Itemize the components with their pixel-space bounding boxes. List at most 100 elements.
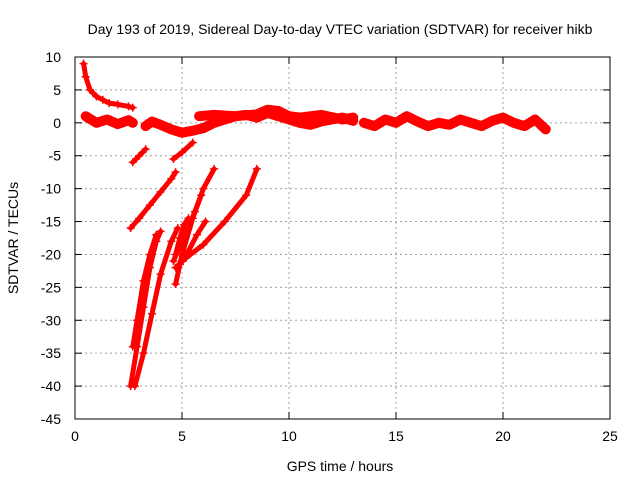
- y-tick-label: -15: [41, 214, 61, 230]
- y-tick-label: -5: [49, 148, 62, 164]
- data-point-marker: [370, 122, 379, 131]
- y-tick-labels: 10 5 0 -5 -10 -15 -20 -25 -30 -35 -40 -45: [41, 49, 61, 427]
- data-point-marker: [171, 263, 180, 272]
- data-point-marker: [156, 270, 165, 279]
- data-point-marker: [509, 118, 518, 127]
- data-point-marker: [210, 110, 219, 119]
- data-point-marker: [128, 158, 137, 167]
- y-tick-label: 0: [53, 115, 61, 131]
- y-tick-label: -25: [41, 279, 61, 295]
- data-point-marker: [381, 115, 390, 124]
- data-series: [79, 59, 551, 391]
- data-point-marker: [210, 118, 219, 127]
- data-point-marker: [178, 148, 186, 157]
- data-point-marker: [79, 59, 88, 68]
- data-point-marker: [199, 240, 208, 249]
- data-point-marker: [424, 122, 433, 131]
- data-point-marker: [175, 260, 184, 269]
- data-point-marker: [192, 230, 201, 239]
- data-point-marker: [349, 113, 358, 122]
- data-point-marker: [317, 110, 326, 119]
- series-path: [132, 225, 181, 389]
- data-point-marker: [81, 72, 90, 81]
- data-point-marker: [188, 138, 197, 147]
- data-point-marker: [98, 95, 107, 104]
- data-point-marker: [263, 105, 272, 114]
- data-point-marker: [130, 382, 139, 391]
- data-point-marker: [135, 151, 144, 160]
- data-point-marker: [199, 184, 208, 193]
- data-point-marker: [139, 349, 148, 358]
- series-arc-baseline-late: [358, 111, 551, 135]
- data-point-marker: [285, 112, 293, 121]
- data-point-marker: [124, 102, 133, 111]
- data-point-marker: [220, 217, 229, 226]
- y-tick-label: -10: [41, 181, 61, 197]
- data-point-marker: [195, 112, 204, 121]
- data-point-marker: [148, 309, 157, 318]
- series-path: [177, 219, 208, 267]
- y-tick-label: -45: [41, 411, 61, 427]
- data-point-marker: [180, 220, 189, 229]
- data-point-marker: [145, 201, 154, 210]
- y-tick-label: 10: [45, 49, 61, 65]
- y-tick-label: -20: [41, 246, 61, 262]
- data-point-marker: [139, 276, 148, 285]
- data-point-marker: [295, 113, 304, 122]
- data-point-marker: [169, 257, 178, 266]
- series-arc-rise-k: [175, 217, 210, 269]
- data-point-marker: [190, 207, 199, 216]
- data-point-marker: [167, 125, 176, 134]
- x-tick-label: 25: [602, 428, 618, 444]
- data-point-marker: [173, 224, 182, 233]
- x-tick-label: 20: [495, 428, 511, 444]
- series-path: [358, 111, 551, 135]
- data-point-marker: [184, 247, 193, 256]
- chart-title: Day 193 of 2019, Sidereal Day-to-day VTE…: [88, 21, 593, 37]
- data-point-marker: [531, 115, 540, 124]
- series-arc-rise-c: [126, 168, 180, 233]
- data-point-marker: [488, 116, 497, 125]
- data-point-marker: [178, 128, 186, 137]
- data-point-marker: [167, 237, 176, 246]
- data-point-marker: [199, 124, 208, 133]
- y-axis-label: SDTVAR / TECUs: [5, 182, 21, 294]
- series-arc-rise-f: [130, 224, 182, 391]
- data-point-marker: [128, 342, 137, 351]
- data-point-marker: [156, 187, 165, 196]
- data-point-marker: [85, 85, 94, 94]
- data-point-marker: [156, 227, 165, 236]
- data-point-marker: [499, 113, 507, 122]
- data-point-marker: [124, 116, 133, 125]
- series-arc-decay: [79, 59, 137, 112]
- data-point-marker: [466, 118, 475, 127]
- data-point-marker: [252, 110, 261, 119]
- x-axis-label: GPS time / hours: [287, 458, 394, 474]
- data-point-marker: [520, 122, 529, 131]
- plot-frame: [74, 56, 611, 420]
- data-point-marker: [105, 99, 114, 108]
- data-point-marker: [359, 118, 368, 127]
- data-point-marker: [128, 103, 137, 112]
- data-point-marker: [92, 92, 101, 101]
- series-path: [81, 61, 136, 111]
- series-arc-rise-a: [128, 145, 150, 167]
- data-point-marker: [152, 230, 161, 239]
- data-point-marker: [126, 224, 135, 233]
- data-point-marker: [338, 115, 347, 124]
- data-point-marker: [133, 316, 142, 325]
- series-arc-rise-i: [171, 214, 193, 259]
- data-point-marker: [210, 164, 219, 173]
- data-point-marker: [184, 224, 193, 233]
- x-tick-label: 15: [388, 428, 404, 444]
- data-point-marker: [92, 118, 101, 127]
- series-path: [173, 215, 191, 257]
- data-point-marker: [252, 164, 261, 173]
- data-point-marker: [128, 118, 137, 127]
- y-tick-label: 5: [53, 82, 61, 98]
- data-point-marker: [201, 217, 210, 226]
- data-point-marker: [141, 145, 150, 154]
- x-tick-label: 0: [71, 428, 79, 444]
- series-arc-baseline-early: [80, 111, 138, 130]
